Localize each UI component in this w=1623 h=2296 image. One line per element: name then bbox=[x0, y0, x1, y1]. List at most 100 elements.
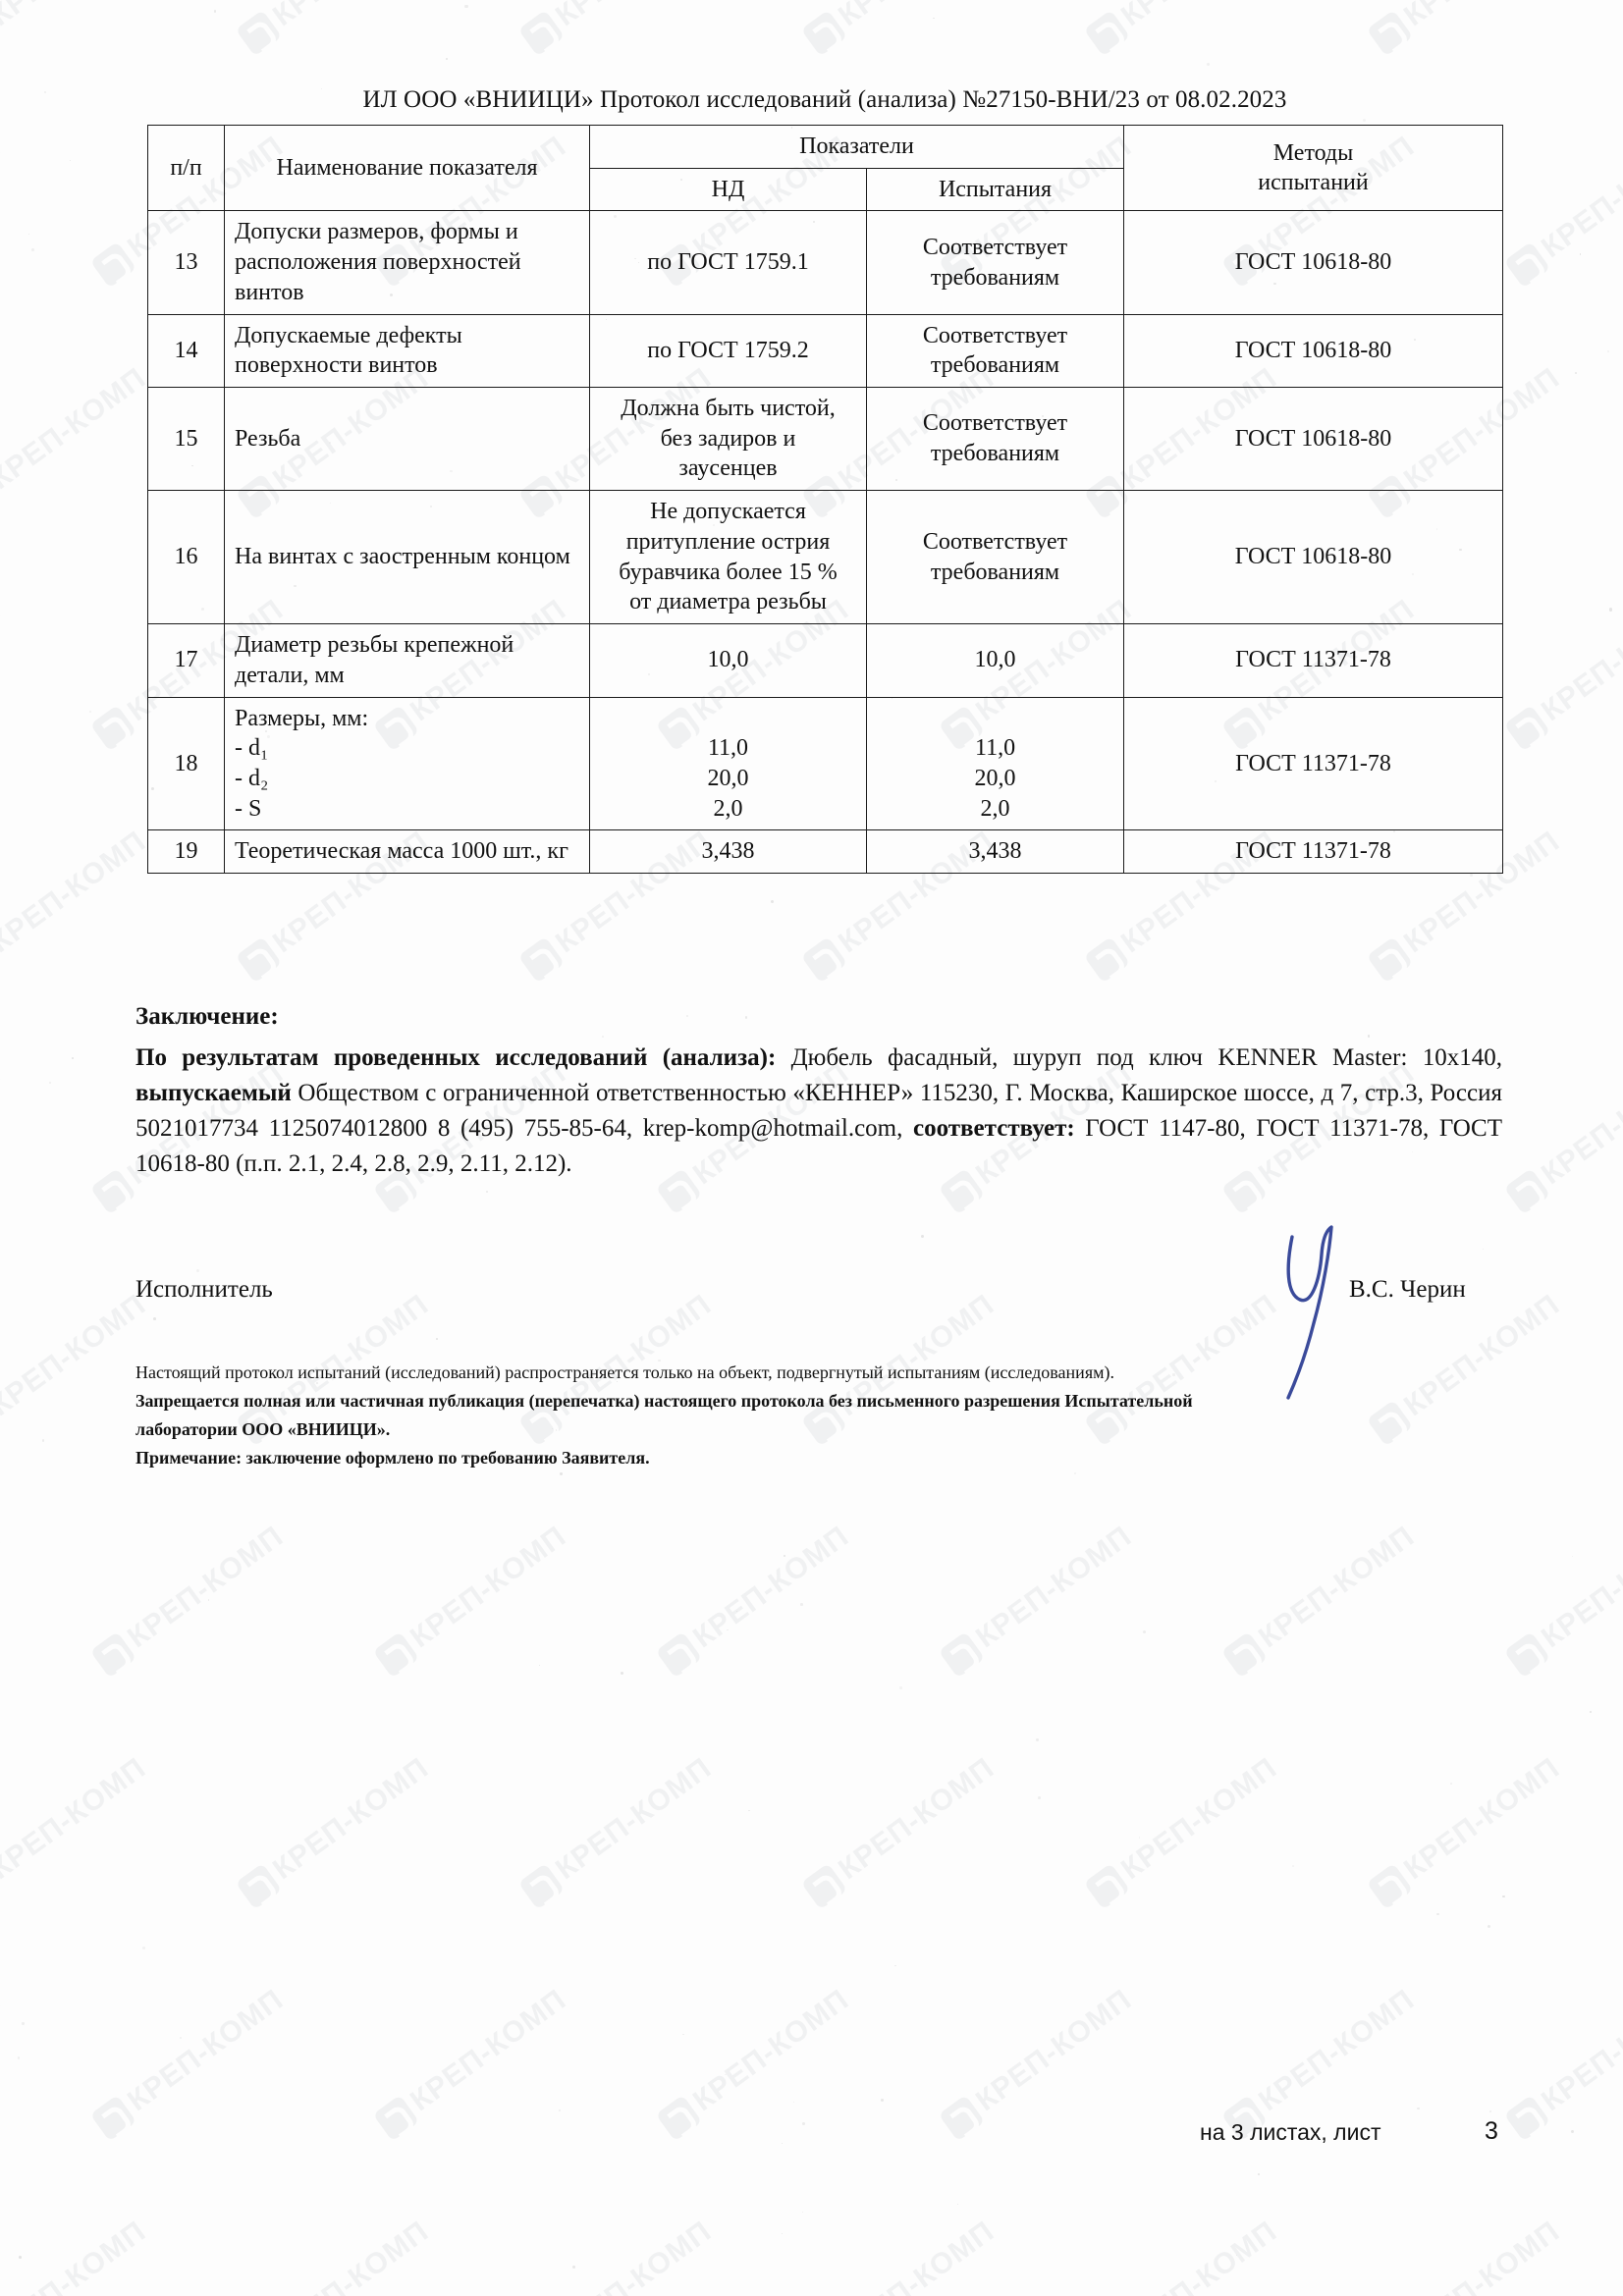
watermark-text: КРЕП-КОМП bbox=[833, 0, 1001, 33]
watermark-tile: КРЕП-КОМП bbox=[655, 1984, 856, 2142]
cell-indicator-name: Теоретическая масса 1000 шт., кг bbox=[224, 829, 590, 875]
watermark-logo-icon bbox=[235, 10, 283, 57]
cell-nd-value: 3,438 bbox=[589, 829, 867, 875]
scan-speck bbox=[72, 1056, 75, 1059]
cell-indicator-name: Диаметр резьбы крепежной детали, мм bbox=[224, 623, 590, 698]
watermark-text: КРЕП-КОМП bbox=[405, 1983, 572, 2118]
watermark-logo-icon bbox=[89, 705, 137, 752]
watermark-tile: КРЕП-КОМП bbox=[938, 1521, 1139, 1679]
watermark-tile: КРЕП-КОМП bbox=[0, 1057, 7, 1215]
scan-speck bbox=[620, 1671, 624, 1675]
cell-indicator-name: Допускаемые дефекты поверхности винтов bbox=[224, 313, 590, 389]
scan-speck bbox=[748, 1810, 750, 1812]
cell-number: 13 bbox=[147, 210, 225, 315]
watermark-text: КРЕП-КОМП bbox=[0, 1056, 7, 1192]
scan-speck bbox=[435, 1338, 438, 1341]
watermark-logo-icon bbox=[800, 936, 848, 984]
watermark-logo-icon bbox=[800, 1863, 848, 1910]
watermark-logo-icon bbox=[1503, 1168, 1551, 1215]
scan-speck bbox=[801, 2122, 805, 2126]
scan-speck bbox=[1436, 1912, 1440, 1916]
watermark-logo-icon bbox=[1083, 10, 1131, 57]
table-row: 18 Размеры, мм: - d₁ - d₂ - S 11,0 20,0 2… bbox=[147, 696, 1504, 831]
cell-nd-value: по ГОСТ 1759.2 bbox=[589, 313, 867, 389]
watermark-text: КРЕП-КОМП bbox=[405, 1520, 572, 1655]
cell-nd-value: 10,0 bbox=[589, 623, 867, 698]
watermark-text: КРЕП-КОМП bbox=[0, 593, 7, 728]
scan-speck bbox=[881, 2099, 885, 2103]
watermark-tile: КРЕП-КОМП bbox=[0, 1289, 152, 1447]
watermark-logo-icon bbox=[372, 1631, 420, 1679]
watermark-tile: КРЕП-КОМП bbox=[1503, 1984, 1623, 2142]
watermark-text: КРЕП-КОМП bbox=[0, 0, 152, 33]
watermark-text: КРЕП-КОМП bbox=[0, 1288, 152, 1423]
cell-nd-value: 11,0 20,0 2,0 bbox=[589, 696, 867, 831]
cell-method: ГОСТ 11371-78 bbox=[1123, 829, 1504, 875]
watermark-text: КРЕП-КОМП bbox=[267, 0, 435, 33]
watermark-tile: КРЕП-КОМП bbox=[0, 1521, 7, 1679]
scan-speck bbox=[781, 2142, 784, 2145]
watermark-text: КРЕП-КОМП bbox=[1398, 0, 1566, 33]
watermark-logo-icon bbox=[655, 2095, 703, 2142]
watermark-tile: КРЕП-КОМП bbox=[89, 1520, 291, 1679]
watermark-tile: КРЕП-КОМП bbox=[236, 2216, 436, 2296]
watermark-logo-icon bbox=[517, 1863, 566, 1910]
running-header: ИЛ ООО «ВНИИЦИ» Протокол исследований (а… bbox=[362, 86, 1287, 113]
scan-speck bbox=[1589, 1710, 1593, 1714]
header-name: Наименование показателя bbox=[224, 124, 590, 212]
scan-speck bbox=[682, 2033, 684, 2036]
watermark-text: КРЕП-КОМП bbox=[122, 1520, 290, 1655]
table-body: 13 Допуски размеров, формы и расположения… bbox=[147, 210, 1504, 875]
cell-method: ГОСТ 10618-80 bbox=[1123, 210, 1504, 315]
protocol-table: п/п Наименование показателя Показатели М… bbox=[147, 124, 1504, 875]
scan-speck bbox=[89, 711, 92, 714]
watermark-text: КРЕП-КОМП bbox=[1398, 2215, 1566, 2296]
watermark-text: КРЕП-КОМП bbox=[833, 2215, 1001, 2296]
footer-page-number: 3 bbox=[1485, 2117, 1498, 2145]
watermark-text: КРЕП-КОМП bbox=[1253, 1520, 1421, 1655]
scan-speck bbox=[724, 2073, 727, 2076]
cell-method: ГОСТ 10618-80 bbox=[1123, 387, 1504, 492]
cell-nd-value: по ГОСТ 1759.1 bbox=[589, 210, 867, 315]
conclusion-bold-2: соответствует: bbox=[913, 1115, 1075, 1142]
scan-speck bbox=[727, 1629, 729, 1631]
conclusion-text-2: Обществом с ограниченной ответственность… bbox=[135, 1080, 1502, 1142]
scan-speck bbox=[1257, 2172, 1261, 2176]
scan-speck bbox=[571, 2266, 575, 2269]
watermark-logo-icon bbox=[1366, 936, 1414, 984]
scan-speck bbox=[1502, 1895, 1505, 1898]
watermark-tile: КРЕП-КОМП bbox=[1503, 594, 1623, 752]
watermark-text: КРЕП-КОМП bbox=[550, 2215, 718, 2296]
watermark-text: КРЕП-КОМП bbox=[267, 1751, 435, 1887]
scan-speck bbox=[800, 1603, 803, 1606]
table-row: 17 Диаметр резьбы крепежной детали, мм 10,… bbox=[147, 623, 1504, 698]
watermark-logo-icon bbox=[235, 1863, 283, 1910]
watermark-logo-icon bbox=[235, 936, 283, 984]
scan-speck bbox=[179, 2036, 182, 2039]
watermark-text: КРЕП-КОМП bbox=[550, 0, 718, 33]
watermark-tile: КРЕП-КОМП bbox=[1084, 2216, 1284, 2296]
scan-speck bbox=[44, 91, 47, 93]
watermark-text: КРЕП-КОМП bbox=[1115, 1751, 1283, 1887]
watermark-logo-icon bbox=[655, 1631, 703, 1679]
watermark-text: КРЕП-КОМП bbox=[0, 825, 152, 960]
watermark-tile: КРЕП-КОМП bbox=[1083, 1751, 1284, 1910]
scan-speck bbox=[486, 1191, 489, 1194]
watermark-tile: КРЕП-КОМП bbox=[801, 2216, 1001, 2296]
cell-test-value: 3,438 bbox=[865, 829, 1125, 875]
header-nd: НД bbox=[589, 167, 867, 212]
scan-speck bbox=[28, 233, 30, 236]
cell-nd-value: Должна быть чистой, без задиров и заусен… bbox=[589, 387, 867, 492]
watermark-logo-icon bbox=[1503, 705, 1551, 752]
watermark-logo-icon bbox=[800, 10, 848, 57]
scan-speck bbox=[602, 1036, 604, 1038]
cell-method: ГОСТ 10618-80 bbox=[1123, 490, 1504, 625]
watermark-tile: КРЕП-КОМП bbox=[0, 826, 152, 984]
header-indicators-group: Показатели bbox=[588, 125, 1125, 169]
cell-test-value: Соответствует требованиям bbox=[865, 210, 1125, 315]
watermark-tile: КРЕП-КОМП bbox=[1366, 1752, 1567, 1910]
cell-nd-value: Не допускается притупление острия буравч… bbox=[589, 490, 867, 625]
watermark-tile: КРЕП-КОМП bbox=[1220, 1520, 1422, 1679]
watermark-tile: КРЕП-КОМП bbox=[0, 0, 152, 56]
scan-speck bbox=[1138, 1837, 1141, 1839]
